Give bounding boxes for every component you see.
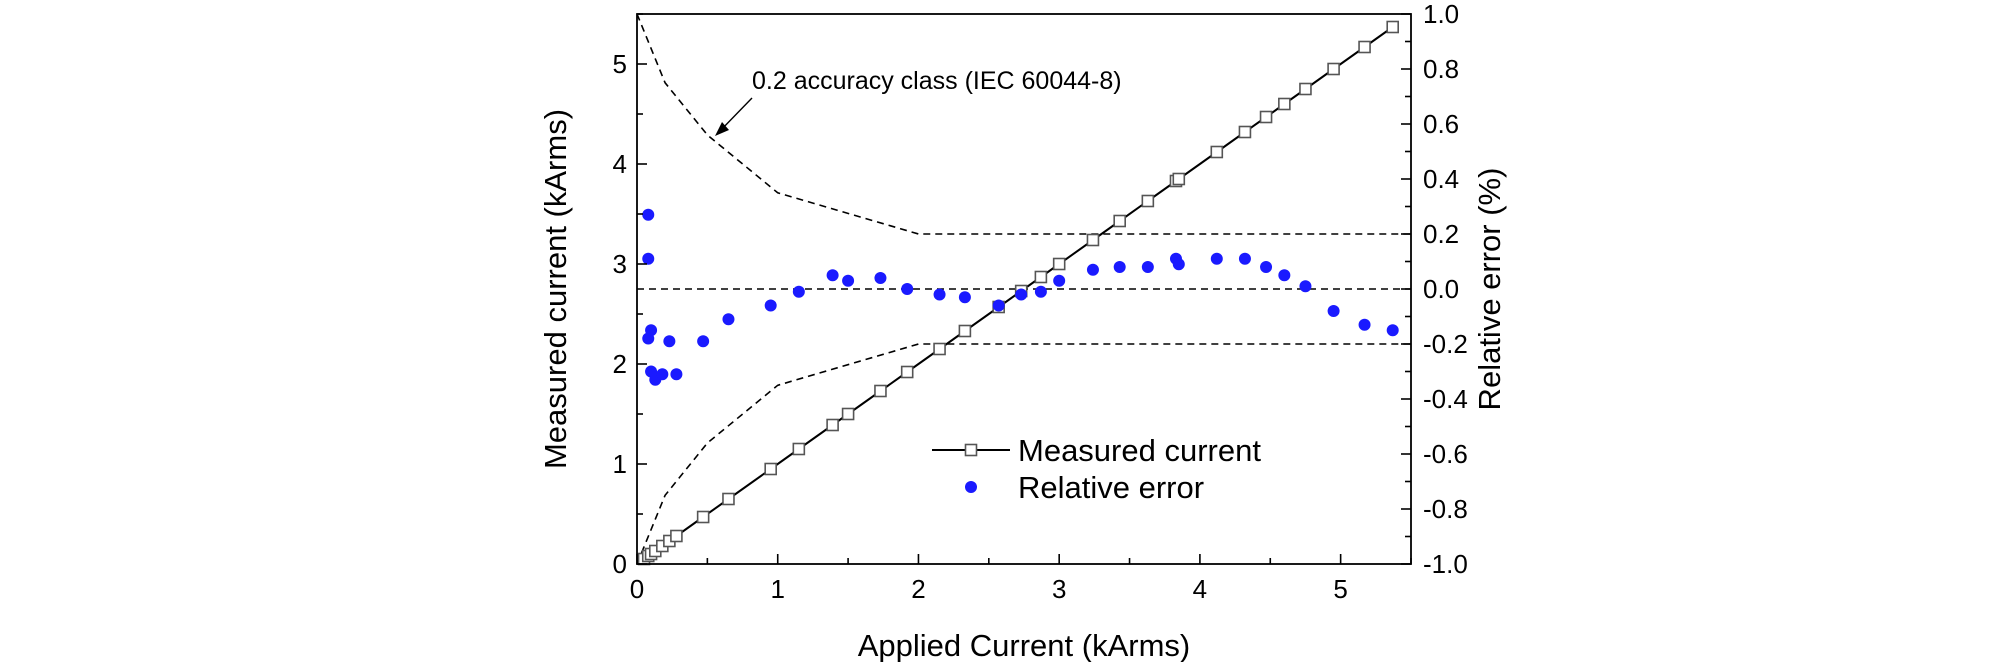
x-tick-label: 2 [911, 574, 925, 604]
measured-current-point-29 [1259, 110, 1273, 124]
relative-error-point-14 [826, 269, 839, 282]
measured-current-point-24 [1141, 194, 1155, 208]
relative-error-point-16 [874, 272, 887, 284]
y-right-tick-label: 0.0 [1423, 274, 1459, 304]
y-right-tick-label: -0.6 [1423, 439, 1468, 469]
reference-line-1 [636, 13, 1411, 235]
y-left-tick-label: 3 [613, 249, 627, 279]
relative-error-point-10 [697, 335, 710, 348]
x-tick-label: 3 [1052, 574, 1066, 604]
relative-error-point-15 [842, 274, 855, 287]
y-right-tick-label: 0.2 [1423, 219, 1459, 249]
relative-error-point-12 [764, 299, 777, 312]
y-right-tick-label: 0.4 [1423, 164, 1459, 194]
relative-error-point-5 [645, 324, 658, 337]
legend-label-relative-error: Relative error [1018, 470, 1204, 505]
measured-current-point-28 [1238, 125, 1252, 139]
relative-error-point-23 [1053, 274, 1066, 287]
y-right-tick-label: -0.8 [1423, 494, 1468, 524]
y-left-tick-label: 4 [613, 149, 627, 179]
relative-error-point-26 [1141, 261, 1154, 273]
relative-error-point-35 [1358, 318, 1371, 331]
relative-error-point-19 [958, 291, 971, 304]
annotation-text: 0.2 accuracy class (IEC 60044-8) [752, 67, 1122, 95]
relative-error-point-13 [792, 285, 805, 298]
measured-current-point-10 [764, 462, 777, 476]
measured-current-point-26 [1172, 172, 1186, 186]
y-right-tick-label: 1.0 [1423, 0, 1459, 29]
relative-error-point-22 [1034, 285, 1047, 298]
x-tick-label: 1 [770, 574, 784, 604]
measured-current-point-34 [1386, 20, 1400, 34]
measured-current-point-16 [933, 342, 946, 356]
relative-error-point-18 [933, 288, 946, 301]
y-left-tick-label: 2 [613, 349, 627, 379]
y-right-tick-label: -0.4 [1423, 384, 1468, 414]
relative-error-point-29 [1210, 252, 1223, 265]
relative-error-point-8 [663, 335, 676, 348]
relative-error-point-36 [1386, 324, 1399, 337]
measured-current-point-31 [1299, 82, 1312, 96]
y-left-axis-title: Measured current (kArms) [538, 109, 573, 469]
y-right-tick-label: 0.6 [1423, 109, 1459, 139]
y-right-tick-label: -0.2 [1423, 329, 1468, 359]
relative-error-point-2 [642, 252, 655, 265]
y-right-axis-title: Relative error (%) [1472, 168, 1507, 411]
reference-line-2 [636, 343, 1411, 565]
relative-error-point-11 [722, 313, 735, 326]
measured-current-point-21 [1052, 257, 1066, 271]
measured-current-point-7 [670, 529, 683, 543]
legend-marker-relative-error [965, 481, 977, 493]
measured-current-point-8 [696, 510, 710, 524]
relative-error-point-31 [1260, 261, 1273, 273]
measured-current-point-11 [792, 442, 806, 456]
x-tick-label: 5 [1333, 574, 1347, 604]
relative-error-point-9 [670, 368, 683, 381]
relative-error-point-33 [1299, 280, 1312, 293]
x-tick-label: 4 [1193, 574, 1207, 604]
y-right-tick-label: -1.0 [1423, 549, 1468, 579]
annotation: 0.2 accuracy class (IEC 60044-8) [715, 67, 1122, 136]
measured-current-series [637, 20, 1400, 566]
y-left-tick-label: 1 [613, 449, 627, 479]
relative-error-point-17 [901, 283, 914, 295]
measured-current-point-12 [826, 418, 839, 432]
measured-current-point-27 [1210, 145, 1224, 159]
measured-current-point-15 [900, 365, 914, 379]
relative-error-point-34 [1327, 305, 1340, 317]
relative-error-series [642, 208, 1399, 386]
measured-current-point-32 [1327, 62, 1340, 76]
annotation-arrow-head [715, 122, 729, 136]
measured-current-point-23 [1113, 214, 1126, 228]
measured-current-point-22 [1086, 233, 1100, 247]
relative-error-point-1 [642, 208, 655, 221]
measured-current-point-17 [958, 324, 972, 338]
measured-current-point-13 [841, 407, 855, 421]
relative-error-point-30 [1238, 252, 1251, 265]
measured-current-point-14 [874, 384, 887, 398]
legend: Measured current Relative error [932, 433, 1261, 505]
relative-error-point-20 [992, 299, 1005, 312]
y-right-tick-label: 0.8 [1423, 54, 1459, 84]
relative-error-point-7 [656, 368, 669, 381]
relative-error-point-24 [1086, 263, 1099, 276]
legend-label-measured-current: Measured current [1018, 433, 1261, 468]
relative-error-point-32 [1278, 269, 1291, 282]
measured-current-point-30 [1278, 97, 1291, 111]
axes: 0 1 2 3 4 5 0 1 2 3 4 5 -1.0 -0.8 -0.6 -0.4 -0.2 0.0 0.2 0.… [613, 0, 1468, 604]
measured-current-point-33 [1358, 40, 1371, 54]
y-left-tick-label: 5 [613, 49, 627, 79]
relative-error-point-28 [1172, 258, 1185, 271]
legend-marker-measured-current [964, 443, 978, 457]
y-left-tick-label: 0 [613, 549, 627, 579]
x-axis-title: Applied Current (kArms) [858, 628, 1190, 662]
relative-error-point-21 [1015, 288, 1028, 301]
measured-current-point-9 [722, 492, 735, 506]
x-tick-label: 0 [630, 574, 644, 604]
measured-current-point-20 [1034, 270, 1048, 284]
relative-error-point-25 [1113, 261, 1126, 273]
